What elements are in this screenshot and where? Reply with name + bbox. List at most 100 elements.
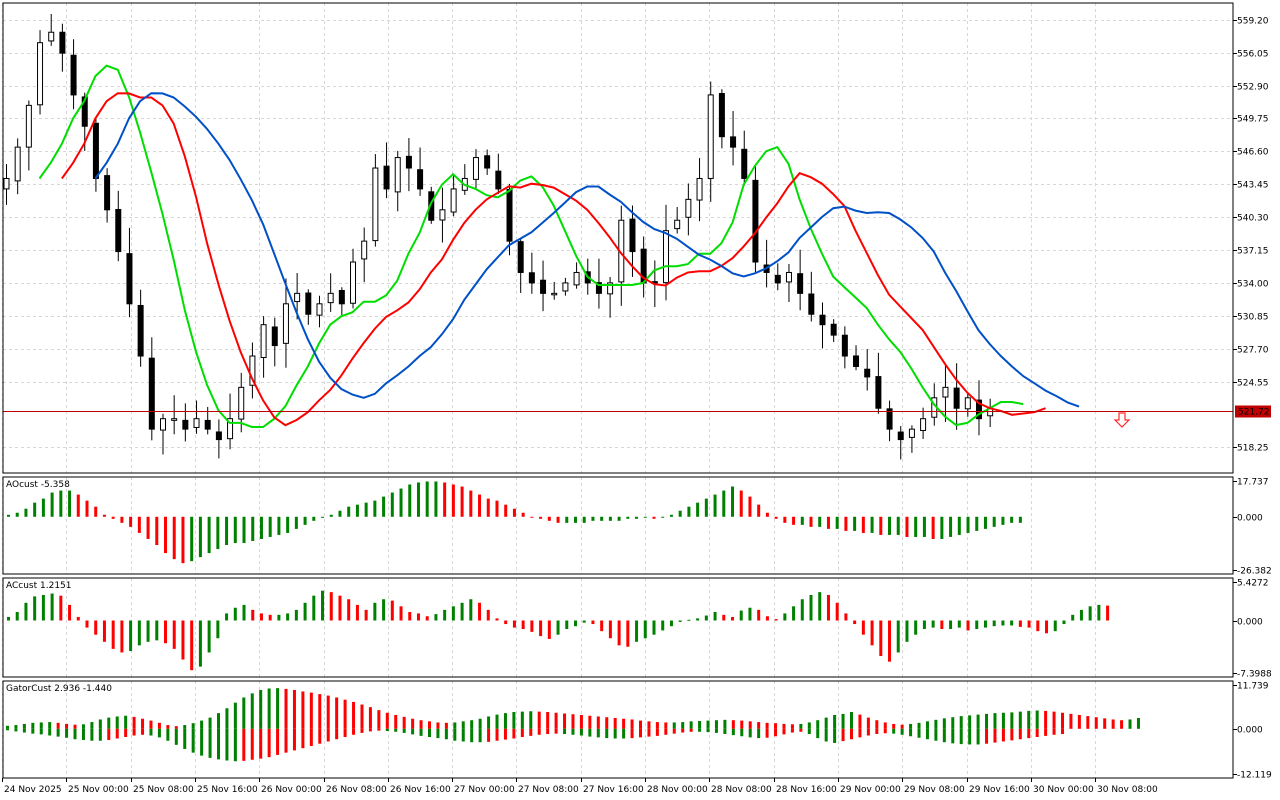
gator-upper-bar bbox=[630, 719, 634, 729]
candle[interactable] bbox=[517, 238, 524, 293]
candle[interactable] bbox=[70, 39, 77, 110]
candle[interactable] bbox=[562, 277, 569, 296]
candle[interactable] bbox=[394, 150, 401, 212]
candle[interactable] bbox=[942, 363, 949, 422]
gator-lower-bar bbox=[858, 728, 862, 738]
candle[interactable] bbox=[37, 30, 44, 115]
candle[interactable] bbox=[551, 281, 558, 300]
candle[interactable] bbox=[741, 130, 748, 186]
candle[interactable] bbox=[137, 289, 144, 367]
candle[interactable] bbox=[975, 380, 982, 436]
ao-bar bbox=[259, 516, 263, 539]
candle[interactable] bbox=[540, 260, 547, 312]
candle[interactable] bbox=[405, 138, 412, 192]
ao-bar bbox=[591, 516, 595, 521]
candle[interactable] bbox=[115, 190, 122, 262]
candle[interactable] bbox=[752, 165, 759, 273]
candle[interactable] bbox=[92, 117, 99, 192]
candle[interactable] bbox=[182, 403, 189, 442]
candle[interactable] bbox=[461, 164, 468, 195]
candle[interactable] bbox=[573, 262, 580, 289]
gator-upper-bar bbox=[782, 723, 786, 729]
candle[interactable] bbox=[338, 287, 345, 316]
candle[interactable] bbox=[875, 352, 882, 414]
candle[interactable] bbox=[171, 395, 178, 435]
candle[interactable] bbox=[59, 23, 66, 72]
gator-lower-bar bbox=[723, 728, 727, 735]
candle[interactable] bbox=[495, 153, 502, 195]
candle[interactable] bbox=[595, 258, 602, 309]
ao-bar bbox=[949, 516, 953, 537]
candle[interactable] bbox=[159, 413, 166, 455]
candle[interactable] bbox=[864, 349, 871, 391]
gator-upper-bar bbox=[1001, 712, 1005, 729]
candle[interactable] bbox=[126, 227, 133, 318]
candle[interactable] bbox=[718, 89, 725, 149]
gator-upper-bar bbox=[757, 722, 761, 729]
candle[interactable] bbox=[607, 277, 614, 318]
candle[interactable] bbox=[964, 392, 971, 417]
candle[interactable] bbox=[227, 393, 234, 450]
candle[interactable] bbox=[350, 248, 357, 309]
candle[interactable] bbox=[696, 158, 703, 222]
candle[interactable] bbox=[785, 263, 792, 303]
ac-pane[interactable]: ACcust 1.2151 bbox=[6, 581, 1110, 671]
candle[interactable] bbox=[819, 302, 826, 349]
candle[interactable] bbox=[472, 149, 479, 190]
candle[interactable] bbox=[450, 174, 457, 217]
candle[interactable] bbox=[797, 249, 804, 311]
gator-upper-bar bbox=[191, 723, 195, 729]
candle[interactable] bbox=[830, 319, 837, 343]
candle[interactable] bbox=[271, 317, 278, 367]
candle[interactable] bbox=[361, 227, 368, 283]
candle[interactable] bbox=[685, 183, 692, 236]
candle[interactable] bbox=[193, 400, 200, 434]
candle-body bbox=[405, 155, 412, 169]
candle[interactable] bbox=[920, 407, 927, 439]
gator-pane[interactable]: GatorCust 2.936 -1.440 bbox=[6, 684, 1140, 762]
candle[interactable] bbox=[987, 398, 994, 428]
candle[interactable] bbox=[674, 206, 681, 234]
candle[interactable] bbox=[14, 138, 21, 195]
candle[interactable] bbox=[260, 316, 267, 378]
candle[interactable] bbox=[316, 295, 323, 328]
candle[interactable] bbox=[3, 164, 10, 205]
candle[interactable] bbox=[908, 425, 915, 453]
candle[interactable] bbox=[763, 239, 770, 288]
candle[interactable] bbox=[148, 337, 155, 441]
price-axis-label: 534.00 bbox=[1237, 280, 1269, 290]
candle[interactable] bbox=[808, 271, 815, 322]
candle[interactable] bbox=[249, 342, 256, 399]
candle[interactable] bbox=[484, 149, 491, 175]
candle[interactable] bbox=[439, 187, 446, 243]
candle[interactable] bbox=[215, 419, 222, 459]
gator-upper-bar bbox=[833, 714, 837, 729]
candle[interactable] bbox=[25, 100, 32, 171]
ao-bar bbox=[7, 514, 10, 517]
gator-lower-bar bbox=[503, 728, 507, 740]
candle[interactable] bbox=[104, 168, 111, 223]
candle[interactable] bbox=[953, 363, 960, 430]
ao-pane[interactable]: AOcust -5.358 bbox=[6, 480, 1022, 564]
candle[interactable] bbox=[372, 154, 379, 247]
candle[interactable] bbox=[417, 147, 424, 196]
candle[interactable] bbox=[305, 289, 312, 325]
candle[interactable] bbox=[383, 142, 390, 199]
ao-bar bbox=[521, 512, 525, 517]
candle[interactable] bbox=[897, 426, 904, 460]
candle[interactable] bbox=[707, 81, 714, 202]
candle[interactable] bbox=[327, 273, 334, 312]
candle[interactable] bbox=[774, 263, 781, 291]
candle[interactable] bbox=[841, 326, 848, 369]
gator-upper-bar bbox=[714, 720, 718, 729]
price-pane[interactable] bbox=[3, 14, 1233, 460]
candle[interactable] bbox=[48, 14, 55, 46]
candle[interactable] bbox=[853, 345, 860, 371]
gator-lower-bar bbox=[436, 728, 440, 739]
candle[interactable] bbox=[730, 111, 737, 166]
candle[interactable] bbox=[282, 278, 289, 368]
candle[interactable] bbox=[528, 252, 535, 294]
candle[interactable] bbox=[886, 400, 893, 442]
candle-body bbox=[316, 303, 323, 316]
